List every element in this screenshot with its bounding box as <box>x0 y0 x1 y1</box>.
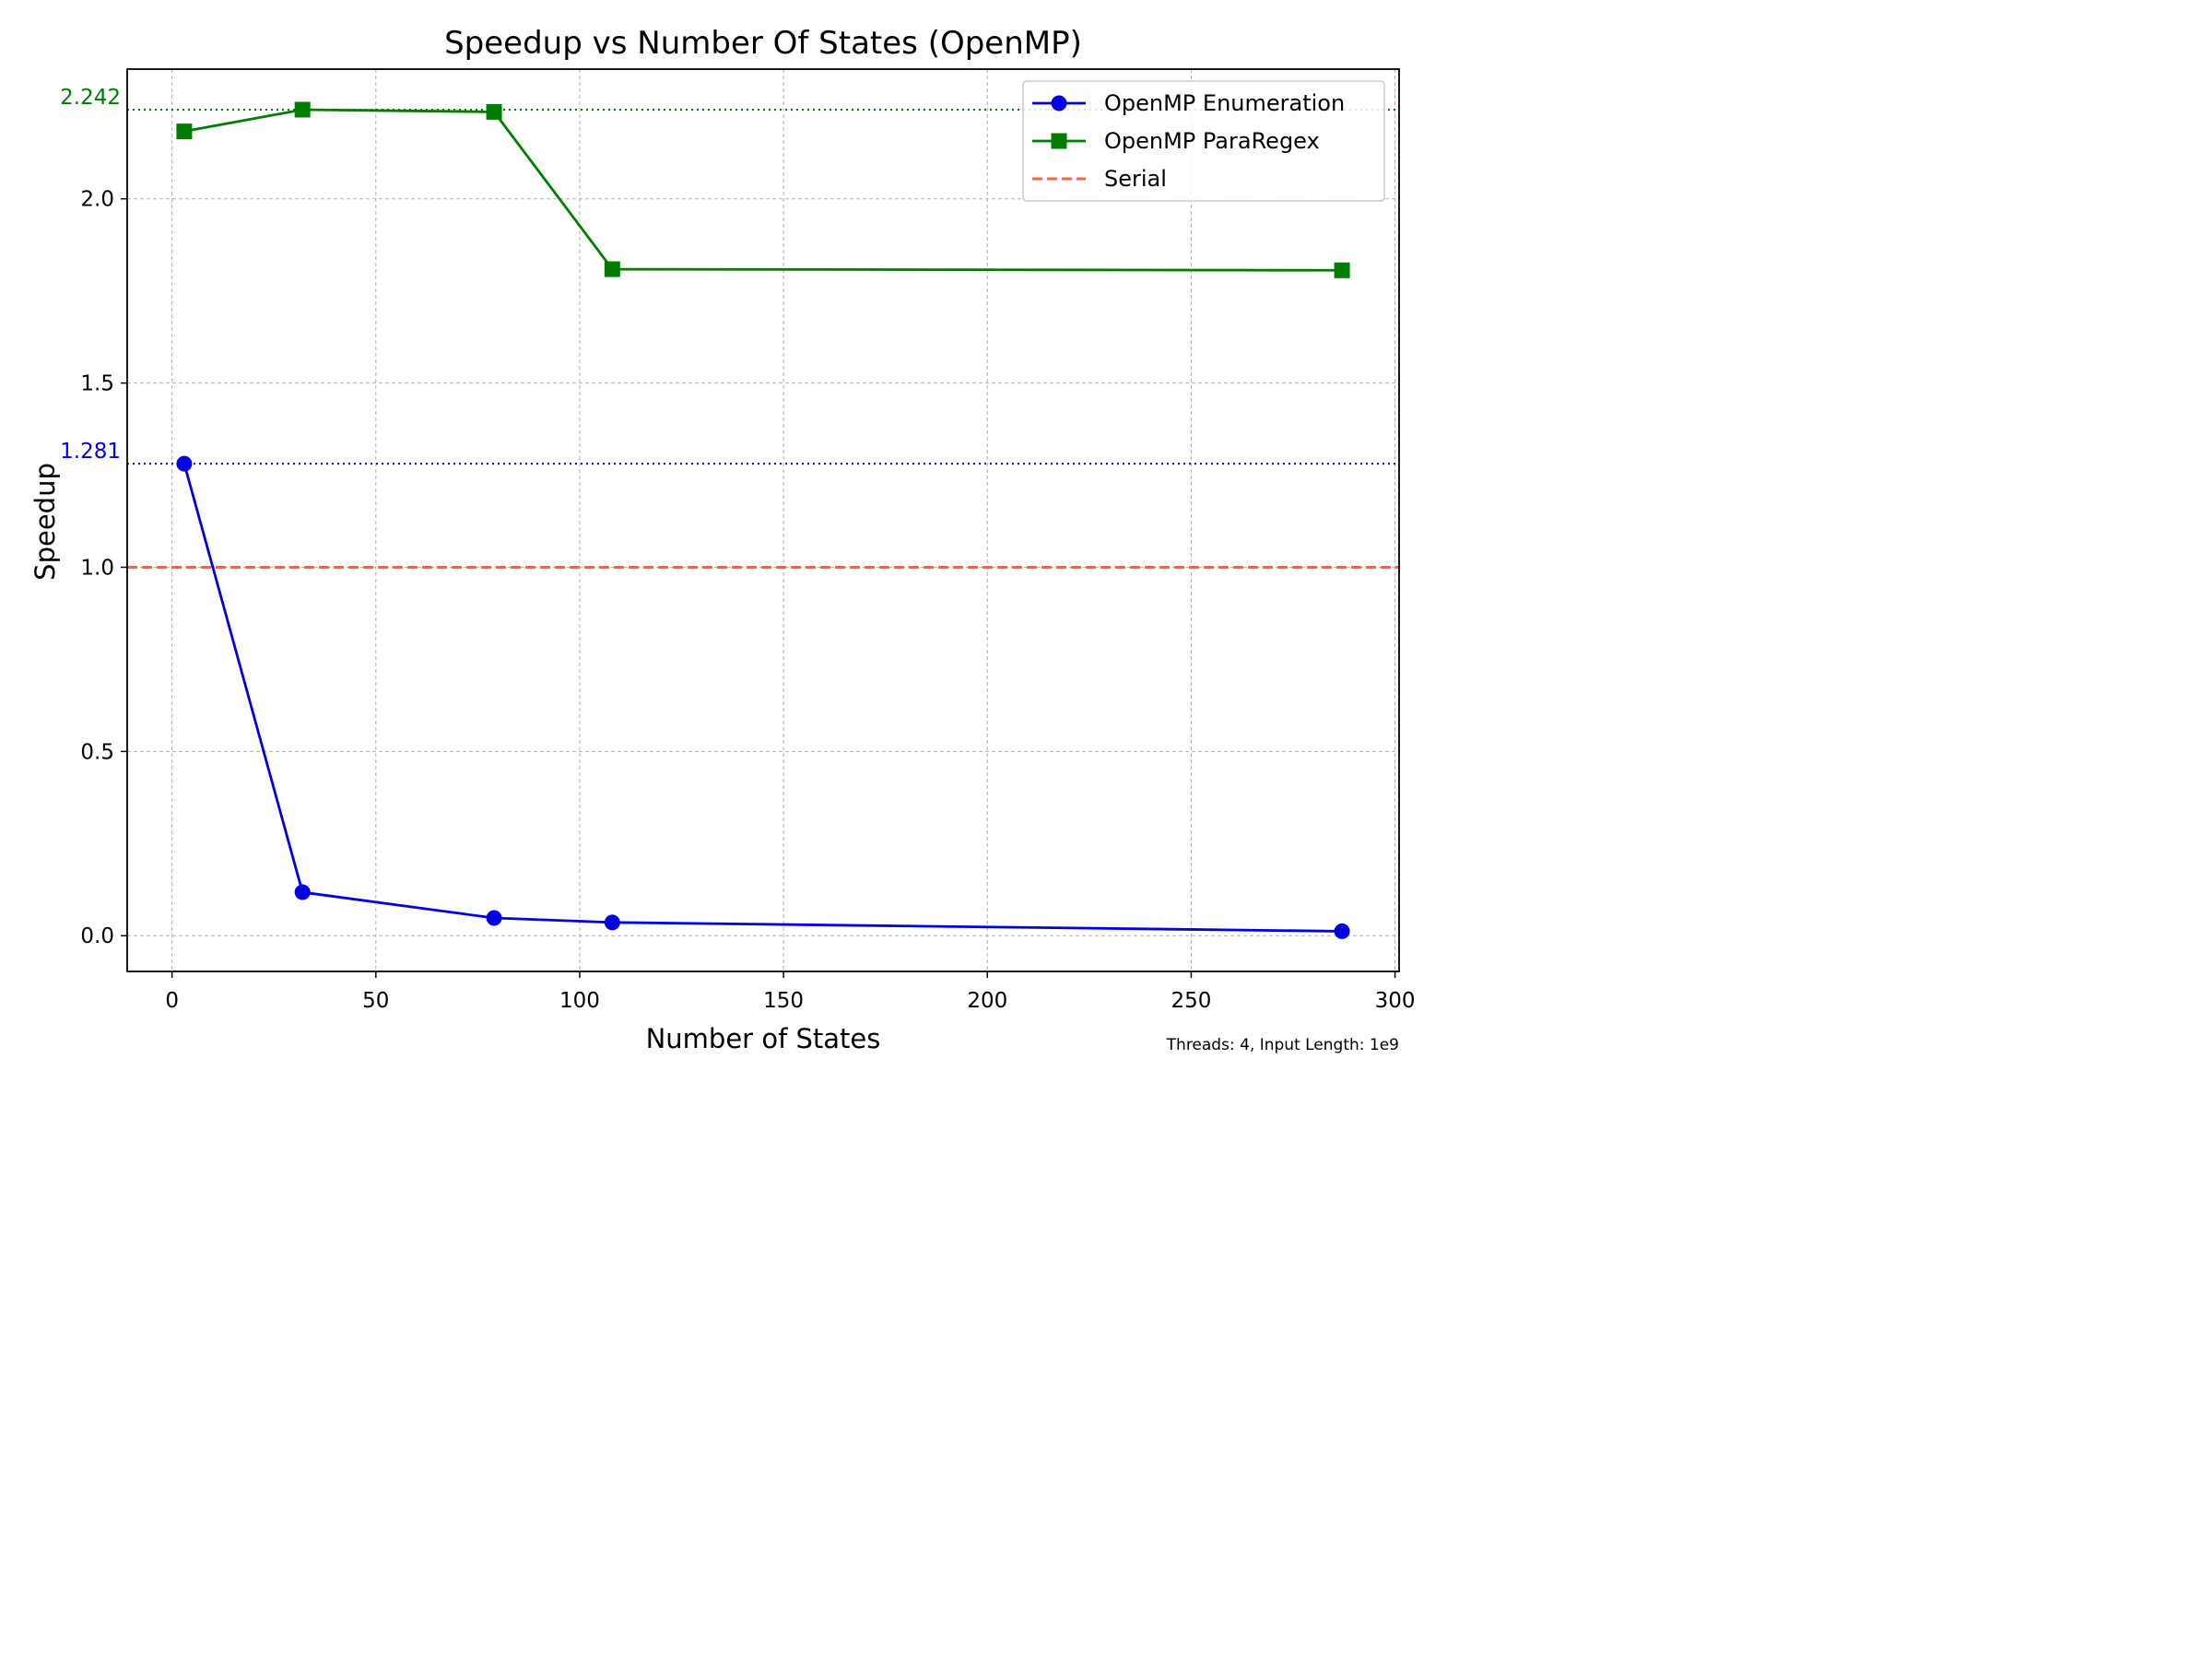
y-axis-label: Speedup <box>29 463 61 581</box>
data-point <box>486 910 502 926</box>
chart-title: Speedup vs Number Of States (OpenMP) <box>444 25 1082 62</box>
speedup-chart: Speedup vs Number Of States (OpenMP) 2.2… <box>29 25 1416 1054</box>
max-value-label: 1.281 <box>60 440 121 464</box>
y-tick-label: 2.0 <box>80 188 114 212</box>
x-axis-ticks: 0 50 100 150 200 250 300 <box>165 971 1416 1013</box>
series-line <box>182 463 1343 933</box>
legend-label: OpenMP Enumeration <box>1104 90 1345 116</box>
data-point <box>176 455 193 472</box>
x-tick-label: 50 <box>362 989 389 1013</box>
data-point <box>176 124 193 140</box>
series-layer <box>176 101 1350 939</box>
legend-marker <box>1051 133 1067 149</box>
x-tick-label: 100 <box>559 989 600 1013</box>
data-point <box>294 101 311 118</box>
y-tick-label: 1.5 <box>80 372 114 396</box>
max-value-label: 2.242 <box>60 86 121 110</box>
x-tick-label: 300 <box>1375 989 1416 1013</box>
legend: OpenMP Enumeration OpenMP ParaRegex Serial <box>1022 80 1385 202</box>
x-axis-label: Number of States <box>646 1023 881 1054</box>
data-point <box>604 914 620 931</box>
legend-label: OpenMP ParaRegex <box>1104 128 1320 154</box>
x-tick-label: 0 <box>165 989 179 1013</box>
y-tick-label: 0.0 <box>80 924 114 948</box>
grid <box>127 69 1399 971</box>
data-point <box>1334 923 1350 939</box>
legend-label: Serial <box>1104 166 1167 192</box>
x-tick-label: 250 <box>1171 989 1211 1013</box>
legend-marker <box>1051 95 1067 112</box>
y-tick-label: 1.0 <box>80 556 114 580</box>
plot-frame <box>126 68 1400 972</box>
legend-box <box>1022 80 1385 202</box>
data-point <box>1334 262 1350 278</box>
x-tick-label: 150 <box>763 989 804 1013</box>
data-point <box>604 261 620 277</box>
y-tick-label: 0.5 <box>80 740 114 764</box>
y-axis-ticks: 0.0 0.5 1.0 1.5 2.0 <box>80 188 127 948</box>
x-tick-label: 200 <box>967 989 1007 1013</box>
data-point <box>294 884 311 900</box>
data-point <box>486 103 502 120</box>
chart-annotation: Threads: 4, Input Length: 1e9 <box>1166 1036 1399 1054</box>
